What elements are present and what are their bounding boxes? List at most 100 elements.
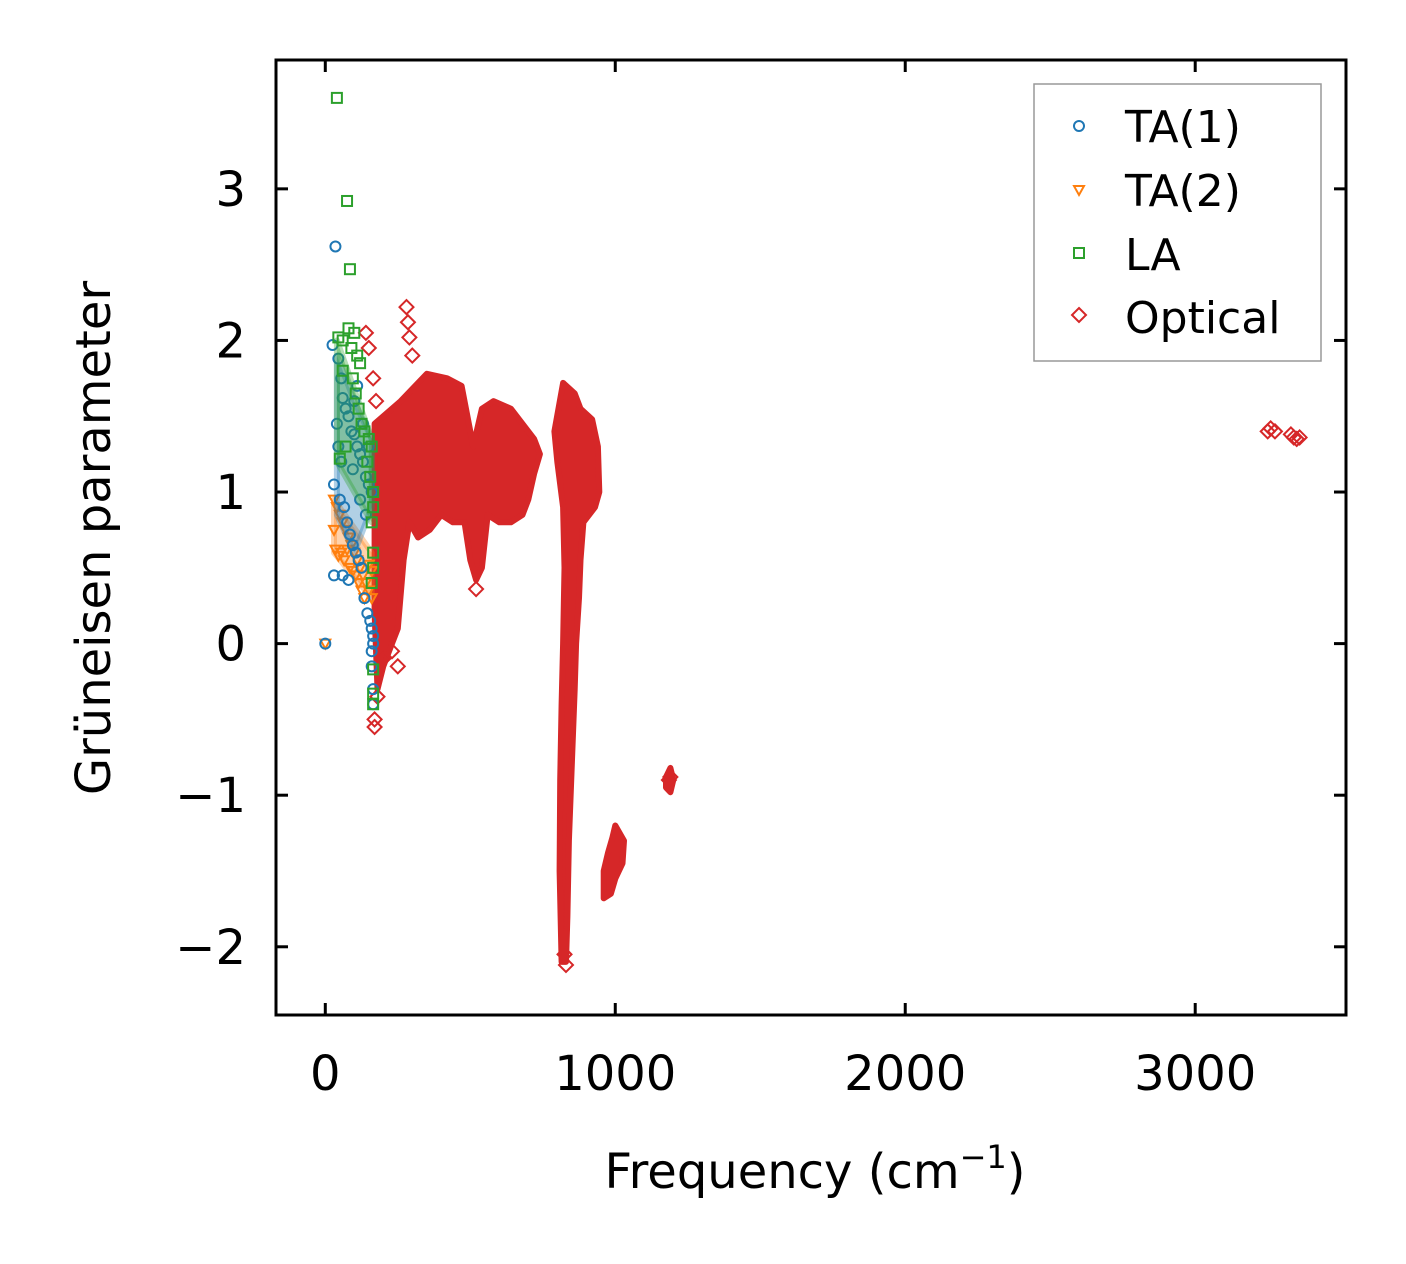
data-point [374, 650, 392, 668]
data-point [319, 637, 332, 650]
data-point [354, 493, 367, 506]
data-point [354, 448, 367, 461]
data-cloud [371, 370, 543, 693]
data-point [367, 546, 380, 559]
x-tick-label: 3000 [1134, 1046, 1256, 1102]
data-point [349, 387, 362, 400]
data-point [399, 313, 417, 331]
legend-label-la: LA [1125, 230, 1181, 281]
series-la [330, 91, 380, 711]
data-point [352, 554, 365, 567]
data-point [364, 470, 377, 483]
data-point [336, 334, 349, 347]
data-point [335, 455, 348, 468]
data-point [360, 339, 378, 357]
x-axis-label-close: ) [1007, 1144, 1026, 1200]
y-tick-label: 2 [215, 313, 246, 369]
data-point [330, 91, 343, 104]
data-point [362, 585, 376, 598]
data-point [339, 402, 352, 415]
data-point [342, 573, 355, 586]
data-point [467, 580, 485, 598]
data-point [367, 698, 380, 711]
data-point [367, 501, 380, 514]
data-point [355, 417, 368, 430]
data-point [352, 402, 365, 415]
y-tick-label: 1 [215, 465, 246, 521]
data-point [335, 372, 348, 385]
data-point [389, 657, 407, 675]
data-point [367, 630, 380, 643]
data-point [358, 592, 371, 605]
data-point [336, 392, 349, 405]
data-cloud [600, 822, 627, 902]
legend-marker-la [1073, 247, 1085, 259]
data-point [330, 417, 343, 430]
data-point [351, 349, 364, 362]
data-point [332, 440, 345, 453]
y-tick-label: −2 [175, 920, 246, 976]
data-point [327, 569, 340, 582]
series-optical [357, 298, 1309, 974]
data-point [367, 637, 380, 650]
x-tick-label: 1000 [554, 1046, 676, 1102]
data-layer [318, 91, 1309, 974]
legend-marker-optical [1070, 306, 1088, 324]
data-point [367, 392, 385, 410]
data-point [400, 328, 418, 346]
data-point [341, 516, 354, 529]
data-point [366, 718, 384, 736]
data-point [365, 622, 378, 635]
data-point [403, 347, 421, 365]
data-point [364, 614, 377, 627]
x-axis-label-main: Frequency (cm [604, 1144, 959, 1200]
data-point [327, 478, 340, 491]
data-cloud [333, 337, 375, 526]
data-point [346, 539, 359, 552]
data-point [345, 425, 358, 438]
data-point [367, 561, 380, 574]
data-point [556, 945, 573, 963]
x-axis-label-exponent: −1 [960, 1138, 1007, 1176]
data-point [349, 546, 362, 559]
data-point [336, 364, 349, 377]
legend: TA(1) TA(2) LA Optical [1033, 83, 1322, 362]
legend-label-ta1: TA(1) [1124, 102, 1241, 153]
y-tick-label: −1 [175, 768, 246, 824]
data-point [349, 570, 363, 583]
data-point [366, 710, 384, 728]
axis-ticks: 0 1000 2000 3000 −2 −1 0 1 2 3 [175, 60, 1346, 1102]
legend-label-optical: Optical [1125, 293, 1280, 344]
data-point [365, 645, 378, 658]
y-tick-label: 3 [215, 162, 246, 218]
x-tick-label: 2000 [844, 1046, 966, 1102]
data-point [327, 494, 341, 507]
data-point [343, 263, 356, 276]
data-point [364, 565, 379, 578]
data-point [327, 524, 341, 537]
data-point [339, 440, 352, 453]
data-point [338, 501, 351, 514]
plot-frame [274, 58, 1348, 1017]
data-point [1291, 429, 1309, 446]
data-point [398, 298, 415, 316]
data-point [337, 555, 351, 568]
data-point [343, 562, 357, 575]
legend-label-ta2: TA(2) [1124, 166, 1241, 217]
y-axis-label: Grüneisen parameter [66, 281, 122, 796]
data-point [364, 369, 382, 387]
data-cloud [551, 379, 603, 965]
data-point [354, 357, 367, 370]
data-point [1266, 422, 1284, 440]
data-point [355, 561, 368, 574]
legend-marker-ta1 [1073, 120, 1085, 132]
data-point [342, 410, 355, 423]
data-point [367, 486, 380, 499]
data-point [341, 194, 354, 207]
data-point [661, 768, 679, 786]
data-point [362, 432, 375, 445]
data-point [351, 440, 364, 453]
data-point [343, 528, 356, 541]
data-point [365, 660, 378, 673]
